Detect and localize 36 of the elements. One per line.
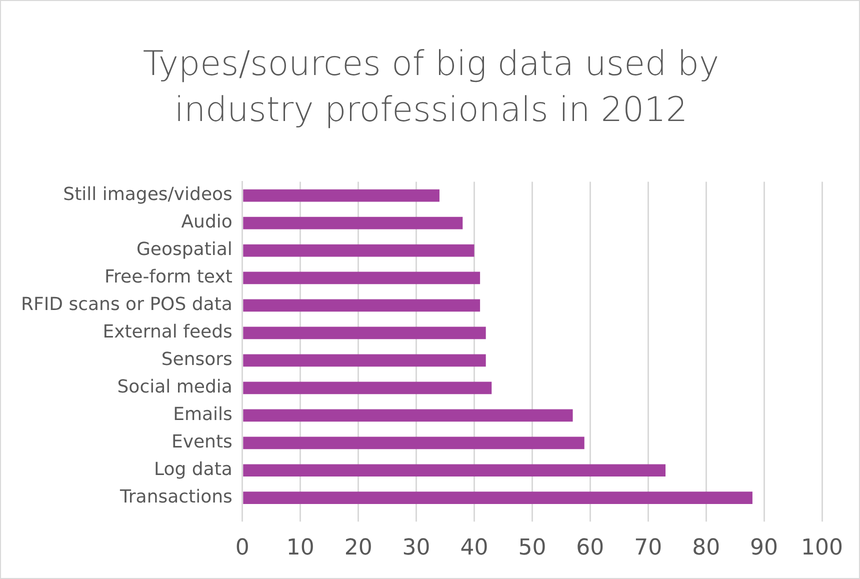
- x-tick-label: 50: [518, 536, 546, 561]
- bar: [243, 189, 440, 202]
- x-tick-label: 10: [286, 536, 314, 561]
- bar: [243, 299, 480, 312]
- y-tick-label: Emails: [173, 404, 232, 426]
- y-tick-label: Geospatial: [136, 239, 232, 260]
- y-tick-label: Social media: [117, 376, 232, 398]
- x-tick-label: 60: [576, 536, 604, 561]
- bar: [243, 216, 463, 230]
- x-tick-label: 90: [750, 536, 778, 561]
- bar: [243, 244, 474, 257]
- chart-title: Types/sources of big data used by industry professionals in 2012: [142, 43, 720, 132]
- bar: [243, 464, 666, 477]
- bar: [243, 272, 480, 284]
- x-tick-label: 0: [235, 536, 250, 561]
- y-tick-label: Events: [171, 432, 232, 453]
- x-tick-label: 20: [344, 536, 372, 561]
- y-tick-label: Audio: [181, 212, 232, 233]
- x-tick-label: 40: [460, 536, 488, 561]
- y-tick-label: RFID scans or POS data: [20, 294, 232, 316]
- x-tick-label: 80: [692, 536, 720, 561]
- x-tick-label: 30: [402, 536, 430, 561]
- bar: [243, 326, 486, 340]
- y-tick-label: Transactions: [119, 486, 232, 508]
- bar: [243, 382, 492, 394]
- y-tick-label: Free-form text: [104, 266, 232, 288]
- bar: [243, 436, 584, 450]
- x-tick-label: 100: [801, 536, 844, 561]
- bar: [243, 409, 573, 422]
- y-tick-label: Sensors: [161, 349, 232, 370]
- bar: [243, 354, 486, 367]
- y-tick-label: External feeds: [102, 322, 232, 343]
- x-tick-label: 70: [634, 536, 662, 561]
- bar: [243, 492, 752, 504]
- y-tick-label: Still images/videos: [63, 184, 232, 206]
- y-tick-label: Log data: [154, 459, 232, 480]
